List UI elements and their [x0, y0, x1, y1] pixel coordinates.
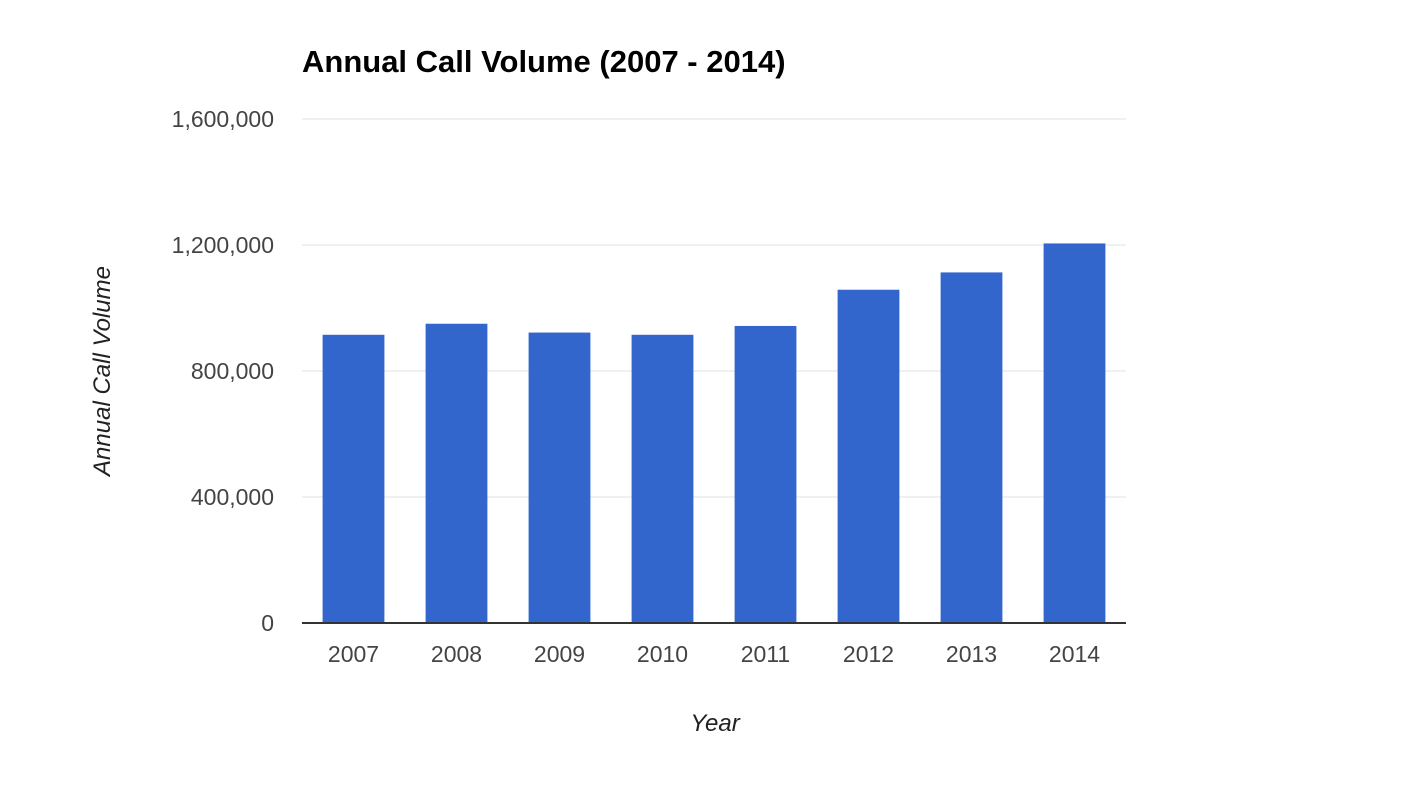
- bars: [322, 243, 1106, 624]
- y-tick-label: 800,000: [191, 358, 274, 384]
- y-tick-label: 0: [261, 610, 274, 636]
- chart-title: Annual Call Volume (2007 - 2014): [302, 44, 786, 79]
- bar-2010: [631, 334, 694, 623]
- bar-2008: [425, 323, 488, 623]
- bar-2012: [837, 289, 900, 623]
- x-tick-label: 2008: [431, 641, 482, 667]
- x-tick-label: 2011: [741, 641, 790, 667]
- bar-2013: [940, 272, 1003, 623]
- x-tick-label: 2009: [534, 641, 585, 667]
- x-tick-label: 2014: [1049, 641, 1100, 667]
- bar-2009: [528, 332, 591, 623]
- x-tick-label: 2012: [843, 641, 894, 667]
- bar-2007: [322, 334, 385, 623]
- x-tick-label: 2007: [328, 641, 379, 667]
- x-axis-title: Year: [690, 710, 740, 737]
- x-tick-label: 2010: [637, 641, 688, 667]
- bar-2014: [1043, 243, 1106, 624]
- y-axis-title: Annual Call Volume: [89, 266, 116, 478]
- y-tick-label: 1,200,000: [172, 232, 274, 258]
- y-axis-tick-labels: 0 400,000 800,000 1,200,000 1,600,000: [172, 106, 274, 636]
- y-tick-label: 1,600,000: [172, 106, 274, 132]
- x-tick-label: 2013: [946, 641, 997, 667]
- bar-2011: [734, 325, 797, 623]
- y-tick-label: 400,000: [191, 484, 274, 510]
- x-axis-tick-labels: 2007 2008 2009 2010 2011 2012 2013 2014: [328, 641, 1100, 667]
